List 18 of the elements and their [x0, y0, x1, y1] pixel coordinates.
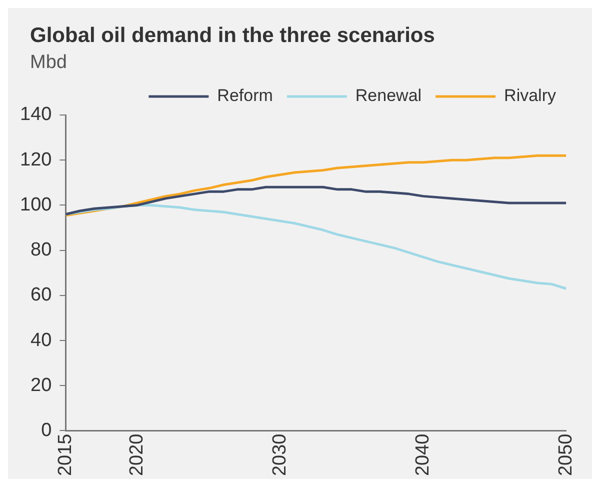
x-tick-label: 2040	[412, 434, 434, 476]
y-tick-label: 0	[41, 420, 52, 441]
y-tick-label: 100	[20, 194, 52, 216]
y-tick-label: 40	[30, 330, 52, 351]
legend-label: Renewal	[355, 86, 422, 106]
x-tick-label: 2020	[126, 434, 148, 476]
y-tick-label: 60	[30, 284, 52, 306]
x-tick-label: 2015	[54, 434, 76, 476]
y-tick-label: 140	[20, 104, 52, 126]
chart-subtitle: Mbd	[29, 52, 68, 74]
legend-label: Rivalry	[504, 86, 556, 106]
legend-label: Reform	[217, 86, 273, 106]
y-tick-label: 80	[30, 240, 52, 261]
y-tick-label: 20	[30, 374, 52, 396]
chart-title: Global oil demand in the three scenarios	[29, 24, 436, 48]
y-tick-label: 120	[20, 149, 52, 170]
x-tick-label: 2030	[269, 434, 290, 476]
x-tick-label: 2050	[555, 434, 576, 476]
